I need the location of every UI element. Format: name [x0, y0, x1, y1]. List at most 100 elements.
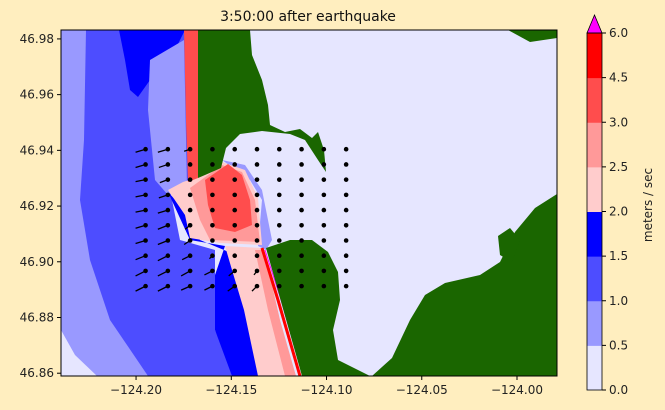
quiver-point	[210, 146, 215, 152]
quiver-point	[254, 222, 260, 228]
quiver-point	[254, 268, 260, 274]
y-tick-label: 46.86	[20, 366, 54, 380]
y-tick-label: 46.88	[20, 310, 54, 324]
colorbar-bin	[587, 122, 602, 168]
plot-frame	[60, 29, 558, 377]
quiver-point	[143, 222, 148, 228]
ocean-0-0.5-corner	[61, 330, 97, 376]
quiver-point	[254, 146, 260, 152]
quiver-point	[343, 253, 349, 259]
colorbar-tick-label: 0.5	[609, 338, 628, 352]
quiver-point	[210, 192, 215, 198]
x-tick-label: −124.20	[110, 383, 162, 397]
colorbar-tick-label: 2.5	[609, 160, 628, 174]
colorbar-bin	[587, 77, 602, 123]
quiver-point	[165, 207, 171, 213]
land-northeast-corner	[508, 30, 557, 42]
quiver-point	[232, 238, 238, 243]
quiver-point	[276, 162, 282, 167]
colorbar-bin	[587, 345, 602, 391]
ocean-0.5-1.0-west	[61, 30, 148, 376]
quiver-point	[321, 222, 327, 228]
quiver-point	[343, 192, 349, 198]
quiver-point	[143, 253, 148, 259]
quiver-point	[321, 253, 327, 259]
land-south-peninsula	[266, 240, 370, 376]
x-tick-label: −124.05	[396, 383, 448, 397]
x-axis: −124.20 −124.15 −124.10 −124.05 −124.00	[110, 376, 543, 397]
shore-red-line	[260, 247, 302, 376]
quiver-point	[210, 268, 215, 274]
quiver-point	[210, 283, 215, 289]
y-axis: 46.98 46.96 46.94 46.92 46.90 46.88 46.86	[20, 32, 61, 380]
jetty-red-strip	[184, 30, 199, 182]
quiver-point	[254, 253, 260, 259]
quiver-point	[187, 268, 193, 274]
colorbar-tick-label: 6.0	[609, 26, 628, 40]
colorbar-bin	[587, 256, 602, 302]
nearshore-2.5-3.0-south	[255, 250, 296, 376]
colorbar-tick-label: 2.0	[609, 205, 628, 219]
quiver-point	[276, 253, 282, 259]
quiver-point	[321, 238, 327, 243]
quiver-point	[343, 238, 349, 243]
colorbar-tick-label: 1.5	[609, 249, 628, 263]
quiver-point	[187, 253, 193, 259]
quiver-point	[165, 192, 171, 198]
y-tick-label: 46.90	[20, 255, 54, 269]
quiver-point	[210, 207, 215, 213]
colorbar-bin	[587, 33, 602, 79]
quiver-point	[143, 192, 148, 198]
quiver-point	[343, 207, 349, 213]
quiver-point	[321, 192, 327, 198]
quiver-point	[343, 268, 349, 274]
colorbar-tick-label: 0.0	[609, 383, 628, 397]
quiver-point	[232, 177, 238, 182]
quiver-point	[210, 177, 215, 182]
quiver-point	[210, 162, 215, 167]
quiver-point	[299, 146, 304, 152]
velocity-quiver	[135, 146, 349, 292]
quiver-point	[187, 162, 193, 167]
quiver-point	[276, 177, 282, 182]
land-southeast	[372, 194, 557, 376]
colorbar-label: meters / sec	[641, 168, 655, 242]
quiver-point	[232, 268, 238, 274]
quiver-point	[321, 177, 327, 182]
quiver-point	[299, 253, 304, 259]
quiver-point	[254, 192, 260, 198]
quiver-point	[210, 222, 215, 228]
land-north	[198, 30, 326, 178]
quiver-point	[343, 283, 349, 289]
x-tick-label: −124.10	[301, 383, 353, 397]
quiver-point	[165, 162, 171, 167]
quiver-point	[299, 162, 304, 167]
x-tick-label: −124.15	[205, 383, 257, 397]
quiver-point	[276, 192, 282, 198]
quiver-point	[254, 283, 260, 289]
quiver-point	[165, 268, 171, 274]
quiver-point	[343, 146, 349, 152]
quiver-point	[187, 222, 193, 228]
quiver-point	[343, 177, 349, 182]
quiver-point	[143, 207, 148, 213]
quiver-point	[276, 283, 282, 289]
quiver-point	[232, 283, 238, 289]
ocean-0.5-1.0-nearshore	[148, 40, 187, 195]
quiver-point	[165, 238, 171, 243]
quiver-point	[299, 192, 304, 198]
quiver-point	[299, 222, 304, 228]
quiver-point	[143, 177, 148, 182]
quiver-point	[187, 207, 193, 213]
quiver-point	[143, 146, 148, 152]
colorbar-bin	[587, 211, 602, 257]
quiver-point	[232, 146, 238, 152]
map-plot-area	[61, 30, 557, 376]
quiver-point	[276, 146, 282, 152]
quiver-point	[210, 238, 215, 243]
colorbar-tick-label: 4.5	[609, 71, 628, 85]
quiver-point	[321, 283, 327, 289]
quiver-point	[165, 177, 171, 182]
quiver-point	[254, 162, 260, 167]
